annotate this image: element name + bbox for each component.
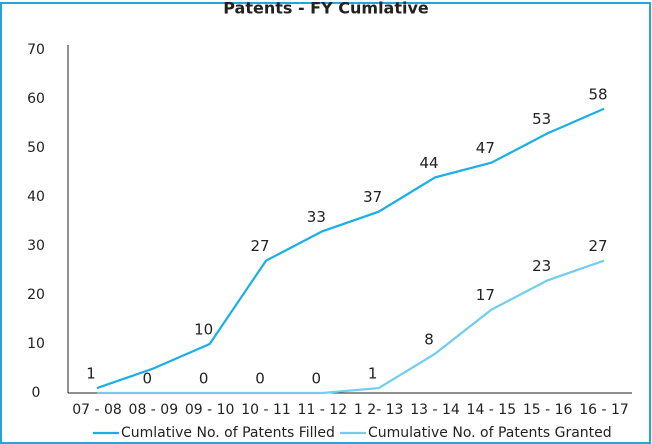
x-tick-label: 15 - 16 bbox=[523, 402, 573, 418]
legend-label: Cumulative No. of Patents Granted bbox=[368, 425, 612, 441]
x-tick-label: 08 - 09 bbox=[129, 402, 179, 418]
y-tick-label: 0 bbox=[32, 385, 41, 401]
chart-title: Patents - FY Cumlative bbox=[223, 0, 429, 18]
x-tick-label: 09 - 10 bbox=[185, 402, 235, 418]
data-label: 8 bbox=[424, 330, 434, 348]
x-tick-label: 13 - 14 bbox=[410, 402, 460, 418]
y-tick-label: 40 bbox=[27, 189, 45, 205]
x-tick-label: 11 - 12 bbox=[298, 402, 348, 418]
x-tick-label: 07 - 08 bbox=[72, 402, 122, 418]
data-label: 33 bbox=[307, 208, 326, 226]
x-tick-label: 16 - 17 bbox=[579, 402, 629, 418]
y-tick-label: 60 bbox=[27, 91, 45, 107]
data-label: 44 bbox=[419, 154, 438, 172]
data-label: 0 bbox=[199, 370, 209, 388]
y-tick-label: 10 bbox=[27, 336, 45, 352]
y-tick-label: 20 bbox=[27, 287, 45, 303]
data-label: 1 bbox=[368, 365, 378, 383]
data-label: 0 bbox=[255, 370, 265, 388]
x-tick-label: 10 - 11 bbox=[241, 402, 291, 418]
data-label: 27 bbox=[250, 237, 269, 255]
data-label: 0 bbox=[143, 370, 153, 388]
data-label: 0 bbox=[312, 370, 322, 388]
data-label: 53 bbox=[532, 110, 551, 128]
legend-label: Cumlative No. of Patents Filled bbox=[121, 425, 335, 441]
series-line bbox=[96, 107, 605, 390]
y-tick-label: 70 bbox=[27, 42, 45, 58]
data-label: 17 bbox=[476, 286, 495, 304]
data-label: 27 bbox=[588, 237, 607, 255]
data-label: 37 bbox=[363, 188, 382, 206]
data-label: 10 bbox=[194, 321, 213, 339]
y-tick-label: 30 bbox=[27, 238, 45, 254]
y-tick-label: 50 bbox=[27, 140, 45, 156]
data-label: 47 bbox=[476, 139, 495, 157]
x-tick-label: 1 2- 13 bbox=[354, 402, 404, 418]
series-line bbox=[97, 259, 605, 395]
data-label: 58 bbox=[588, 85, 607, 103]
data-label: 23 bbox=[532, 257, 551, 275]
data-label: 1 bbox=[86, 365, 96, 383]
x-tick-label: 14 - 15 bbox=[467, 402, 517, 418]
